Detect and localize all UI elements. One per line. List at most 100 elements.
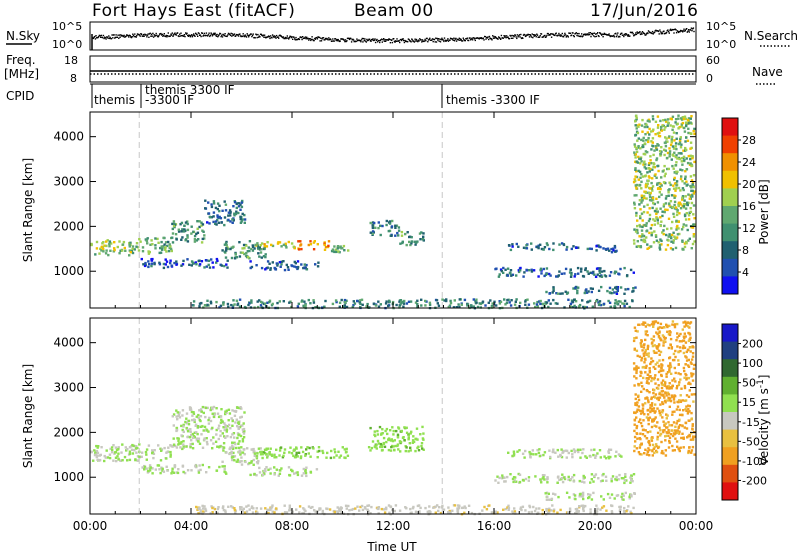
echo-pixel: [100, 246, 103, 249]
noise-point: [530, 35, 532, 37]
noise-point: [143, 35, 145, 37]
echo-pixel: [540, 481, 543, 484]
noise-point: [157, 36, 159, 38]
echo-pixel: [671, 379, 674, 382]
echo-pixel: [489, 299, 492, 302]
echo-pixel: [211, 261, 214, 264]
freq-tick-top: 18: [64, 54, 78, 67]
echo-pixel: [253, 452, 257, 455]
echo-pixel: [220, 264, 223, 267]
echo-pixel: [235, 206, 238, 210]
echo-pixel: [198, 464, 201, 467]
echo-pixel: [622, 498, 625, 501]
echo-pixel: [684, 218, 688, 221]
echo-pixel: [428, 303, 432, 306]
echo-pixel: [635, 365, 638, 368]
echo-pixel: [673, 325, 677, 329]
echo-pixel: [545, 491, 549, 494]
echo-pixel: [624, 475, 627, 478]
echo-pixel: [512, 452, 516, 456]
echo-pixel: [264, 507, 267, 510]
echo-pixel: [224, 412, 227, 416]
echo-pixel: [652, 323, 655, 326]
echo-pixel: [582, 507, 585, 511]
echo-pixel: [229, 210, 232, 214]
noise-point: [171, 32, 173, 34]
echo-pixel: [647, 167, 650, 170]
noise-point: [170, 34, 173, 36]
echo-pixel: [671, 128, 674, 131]
echo-pixel: [653, 230, 656, 233]
echo-pixel: [458, 305, 461, 309]
echo-pixel: [643, 343, 646, 346]
echo-pixel: [684, 363, 687, 366]
noise-point: [608, 33, 610, 35]
echo-pixel: [233, 455, 237, 458]
noise-point: [336, 38, 338, 41]
noise-point: [139, 35, 141, 37]
echo-pixel: [109, 249, 112, 252]
echo-pixel: [470, 304, 473, 307]
echo-pixel: [233, 441, 236, 444]
echo-pixel: [250, 460, 253, 463]
echo-pixel: [105, 240, 108, 243]
noise-point: [675, 29, 677, 31]
echo-pixel: [688, 338, 691, 341]
echo-pixel: [198, 225, 201, 229]
noise-point: [105, 38, 107, 40]
echo-pixel: [186, 430, 190, 433]
noise-point: [115, 34, 117, 36]
noise-point: [532, 34, 535, 36]
echo-pixel: [674, 142, 678, 145]
echo-pixel: [663, 174, 666, 178]
y-tick-label: 3000: [53, 175, 84, 189]
echo-pixel: [387, 504, 391, 507]
nave-tick-bottom: 0: [706, 72, 713, 85]
echo-pixel: [667, 191, 670, 194]
noise-point: [658, 33, 660, 35]
echo-pixel: [196, 432, 199, 436]
echo-pixel: [115, 459, 118, 463]
echo-pixel: [229, 435, 233, 439]
echo-pixel: [640, 356, 644, 360]
echo-pixel: [333, 451, 337, 454]
echo-pixel: [669, 433, 673, 436]
echo-pixel: [607, 450, 610, 453]
echo-pixel: [255, 264, 258, 267]
echo-pixel: [594, 275, 598, 278]
echo-pixel: [682, 117, 686, 121]
noise-point: [307, 37, 309, 40]
echo-pixel: [143, 468, 146, 471]
echo-pixel: [677, 383, 681, 387]
echo-pixel: [608, 301, 612, 304]
echo-pixel: [128, 450, 132, 453]
noise-point: [672, 29, 674, 31]
echo-pixel: [90, 450, 93, 453]
echo-pixel: [655, 239, 659, 242]
noise-point: [493, 35, 495, 38]
noise-point: [640, 32, 642, 34]
echo-pixel: [407, 450, 410, 453]
echo-pixel: [687, 193, 690, 196]
noise-point: [524, 34, 526, 36]
echo-pixel: [233, 459, 236, 462]
echo-pixel: [510, 274, 513, 277]
echo-pixel: [106, 239, 109, 242]
noise-point: [433, 38, 436, 41]
echo-pixel: [643, 142, 646, 145]
echo-pixel: [687, 339, 691, 343]
echo-pixel: [191, 432, 195, 436]
echo-pixel: [684, 117, 688, 121]
echo-pixel: [646, 347, 649, 351]
echo-pixel: [660, 451, 663, 455]
noise-point: [348, 38, 351, 41]
echo-pixel: [247, 504, 250, 507]
noise-point: [580, 35, 582, 37]
echo-pixel: [556, 481, 559, 484]
echo-pixel: [251, 249, 255, 252]
echo-pixel: [659, 337, 662, 340]
echo-pixel: [668, 436, 672, 439]
echo-pixel: [530, 510, 533, 514]
noise-point: [514, 34, 517, 36]
echo-pixel: [652, 128, 655, 131]
